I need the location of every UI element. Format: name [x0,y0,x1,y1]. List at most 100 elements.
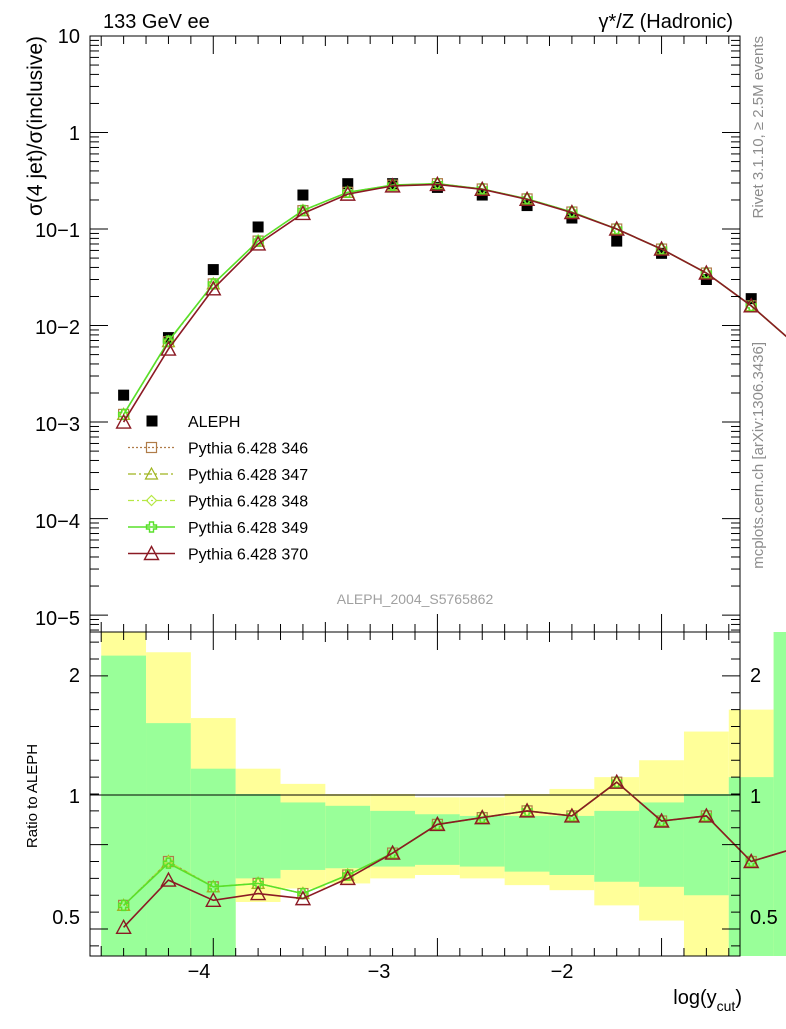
mc-point [205,280,222,296]
x-axis-label-sub: cut [717,998,736,1014]
mc-point [115,918,132,935]
y-tick-label: 10 [58,26,80,48]
mc-point [608,220,625,236]
legend-label: Pythia 6.428 347 [188,467,308,484]
process-label: γ*/Z (Hadronic) [599,11,733,33]
mc-point [162,855,175,868]
mc-point [518,802,536,818]
mc-point [294,204,312,221]
main-plot-marks [115,175,786,429]
rivet-label: Rivet 3.1.10, ≥ 2.5M events [750,36,767,219]
mcplots-label: mcplots.cern.ch [arXiv:1306.3436] [750,342,767,569]
y-tick-label-value: 10−3 [35,414,80,436]
x-tick-label: −3 [368,961,391,983]
ratio-y-tick-label: 0.5 [750,907,778,929]
mc-point [252,235,264,247]
y-tick-label-value: 10−2 [35,317,80,339]
y-tick-label: 10−5 [35,608,80,630]
green-band [280,802,326,870]
main-panel: 10 1 10−1 10−2 10−3 10−4 10−5 σ(4 jet)/σ… [24,26,786,633]
green-band [325,805,371,869]
main-y-axis-label: σ(4 jet)/σ(inclusive) [24,36,47,216]
mc-point [145,521,158,533]
mc-point [294,890,312,906]
mc-point [117,899,130,912]
data-point [297,189,309,201]
ratio-y-tick-labels-left: 2 1 0.5 [52,665,80,929]
data-point [387,178,399,190]
legend-label: Pythia 6.428 349 [188,520,308,537]
green-band [549,815,595,875]
mc-point [698,264,715,280]
data-point [611,235,623,247]
legend-label: ALEPH [188,414,240,431]
data-point [252,221,264,233]
x-axis-label: log(ycut) [673,987,742,1014]
mc-point [145,441,158,454]
mc-point [518,190,536,207]
mc-point [160,871,177,887]
data-point [207,264,219,276]
ratio-uncertainty-bands [101,632,786,956]
y-tick-label: 10−4 [35,511,80,533]
mc-point [474,809,491,825]
series-line [123,183,786,415]
y-tick-label: 1 [69,123,80,145]
mc-point [249,235,267,251]
mc-point [653,812,670,828]
green-band [146,723,191,956]
mc-point [653,240,670,256]
energy-label: 133 GeV ee [103,11,210,33]
green-band [235,794,281,879]
data-point [431,181,443,193]
series-line [122,183,786,423]
x-axis-label-main: log(y [673,987,716,1009]
mc-point [608,773,625,789]
mc-point [207,881,219,893]
green-band [504,815,550,872]
y-tick-label-value: 10−4 [35,511,80,533]
ratio-y-tick-label: 2 [69,665,80,687]
mc-point [115,413,132,429]
mc-point [207,278,219,290]
mc-point [429,815,446,832]
mc-point [563,204,581,220]
mc-point [160,340,177,356]
mc-point [339,185,356,201]
y-tick-label: 10−2 [35,317,80,339]
mc-point [384,177,401,193]
mc-point [698,807,715,823]
mc-point [145,494,158,507]
y-tick-label: 10−1 [35,220,80,242]
ratio-y-tick-label: 1 [750,786,761,808]
mc-point [743,853,760,869]
data-point [342,178,354,190]
mc-point [252,877,264,890]
mc-point [474,180,491,197]
y-tick-label-value: 10−5 [35,608,80,630]
mc-point [563,807,581,823]
green-band [459,815,505,867]
series-line [123,183,786,415]
ratio-panel: 2 1 0.5 2 1 0.5 Ratio to ALEPH −4 −3 −2 … [24,631,786,1014]
y-tick-label: 10−3 [35,414,80,436]
ratio-axis-ticks [90,632,740,956]
main-y-tick-labels: 10 1 10−1 10−2 10−3 10−4 10−5 [35,26,80,630]
mc-point [297,204,309,217]
main-frame [89,35,741,633]
mc-point [144,466,159,480]
mc-point [249,885,267,901]
mc-point [384,844,401,860]
ratio-y-tick-label: 0.5 [52,907,80,929]
series-line [123,183,786,415]
legend-label: Pythia 6.428 346 [188,441,308,458]
data-point [118,389,130,401]
x-tick-label: −2 [551,961,574,983]
legend: ALEPH Pythia 6.428 346 Pythia 6.428 347 Pyt… [128,414,308,564]
ratio-y-tick-label: 1 [69,786,80,808]
legend-label: Pythia 6.428 348 [188,494,308,511]
series-line [122,182,786,415]
ratio-plot-marks [115,773,786,935]
